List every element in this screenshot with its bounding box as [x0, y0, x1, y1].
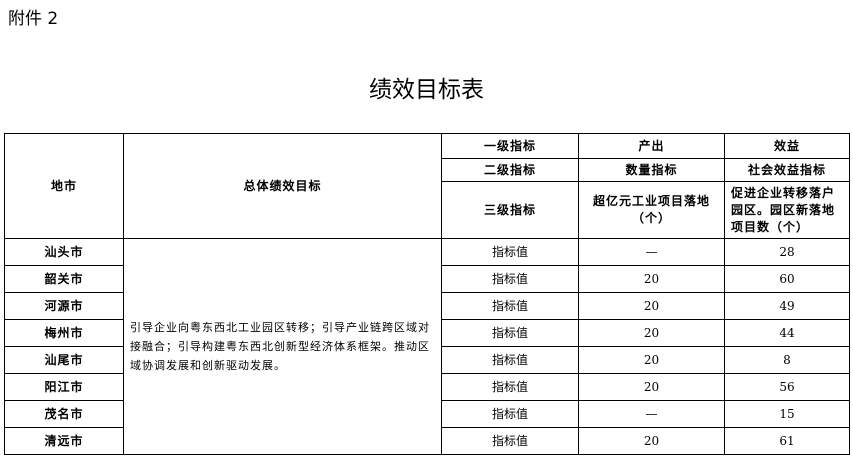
- goal-text: 引导企业向粤东西北工业园区转移；引导产业链跨区域对接融合；引导构建粤东西北创新型…: [123, 238, 442, 455]
- table-row: 清远市 指标值 20 61: [4, 427, 850, 455]
- header-region: 地市: [4, 133, 124, 239]
- value-cell-2: 28: [724, 238, 850, 266]
- header-level1: 一级指标: [441, 133, 579, 159]
- header-goal: 总体绩效目标: [123, 133, 442, 239]
- value-cell-2: 56: [724, 373, 850, 401]
- performance-table: 地市 总体绩效目标 一级指标 产出 效益 二级指标 数量指标 社会效益指标 三级…: [4, 133, 850, 455]
- value-cell-2: 44: [724, 319, 850, 347]
- value-cell-1: 20: [578, 319, 725, 347]
- table-row: 韶关市 指标值 20 60: [4, 265, 850, 293]
- value-cell-1: 20: [578, 346, 725, 374]
- table-row: 汕头市 引导企业向粤东西北工业园区转移；引导产业链跨区域对接融合；引导构建粤东西北…: [4, 238, 850, 455]
- indicator-label: 指标值: [441, 373, 579, 401]
- page-title: 绩效目标表: [369, 77, 484, 103]
- header-indicator-1: 超亿元工业项目落地（个）: [578, 181, 725, 239]
- city-cell: 梅州市: [4, 319, 124, 347]
- indicator-label: 指标值: [441, 400, 579, 428]
- city-cell: 汕尾市: [4, 346, 124, 374]
- value-cell-2: 15: [724, 400, 850, 428]
- indicator-label: 指标值: [441, 319, 579, 347]
- indicator-label: 指标值: [441, 292, 579, 320]
- value-cell-1: —: [578, 400, 725, 428]
- value-cell-2: 49: [724, 292, 850, 320]
- table-row: 梅州市 指标值 20 44: [4, 319, 850, 347]
- city-cell: 茂名市: [4, 400, 124, 428]
- indicator-label: 指标值: [441, 238, 579, 266]
- table-row: 河源市 指标值 20 49: [4, 292, 850, 320]
- indicator-label: 指标值: [441, 346, 579, 374]
- value-cell-1: 20: [578, 427, 725, 455]
- value-cell-1: 20: [578, 373, 725, 401]
- value-cell-2: 61: [724, 427, 850, 455]
- city-cell: 汕头市: [4, 238, 124, 266]
- indicator-label: 指标值: [441, 427, 579, 455]
- table-row: 汕尾市 指标值 20 8: [4, 346, 850, 374]
- header-indicator-2: 促进企业转移落户园区。园区新落地项目数（个）: [724, 181, 850, 239]
- city-cell: 清远市: [4, 427, 124, 455]
- attachment-label: 附件 2: [8, 9, 59, 29]
- value-cell-2: 8: [724, 346, 850, 374]
- header-level3: 三级指标: [441, 181, 579, 239]
- indicator-label: 指标值: [441, 265, 579, 293]
- value-cell-1: 20: [578, 265, 725, 293]
- header-benefit: 效益: [724, 133, 850, 159]
- city-cell: 阳江市: [4, 373, 124, 401]
- city-cell: 河源市: [4, 292, 124, 320]
- header-social: 社会效益指标: [724, 158, 850, 182]
- city-cell: 韶关市: [4, 265, 124, 293]
- header-quantity: 数量指标: [578, 158, 725, 182]
- value-cell-2: 60: [724, 265, 850, 293]
- value-cell-1: —: [578, 238, 725, 266]
- header-level2: 二级指标: [441, 158, 579, 182]
- table-row: 阳江市 指标值 20 56: [4, 373, 850, 401]
- value-cell-1: 20: [578, 292, 725, 320]
- header-output: 产出: [578, 133, 725, 159]
